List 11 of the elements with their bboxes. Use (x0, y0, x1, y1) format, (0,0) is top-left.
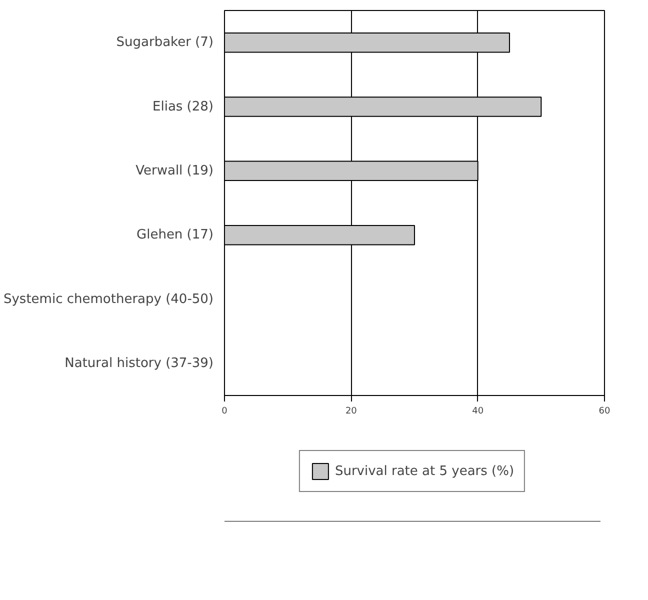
y-tick-label: Glehen (17) (136, 228, 214, 243)
y-tick-label: Systemic chemotherapy (40-50) (3, 292, 214, 307)
y-tick-label: Verwall (19) (136, 163, 214, 178)
y-tick-label: Natural history (37-39) (64, 356, 214, 371)
legend-label: Survival rate at 5 years (%) (334, 464, 514, 478)
y-tick-label: Sugarbaker (7) (116, 35, 214, 50)
x-tick-label: 20 (345, 406, 358, 416)
x-tick-label: 40 (472, 406, 484, 416)
y-tick-label: Elias (28) (152, 99, 214, 114)
x-tick-label: 60 (598, 406, 610, 416)
x-tick-label: 0 (222, 406, 228, 416)
